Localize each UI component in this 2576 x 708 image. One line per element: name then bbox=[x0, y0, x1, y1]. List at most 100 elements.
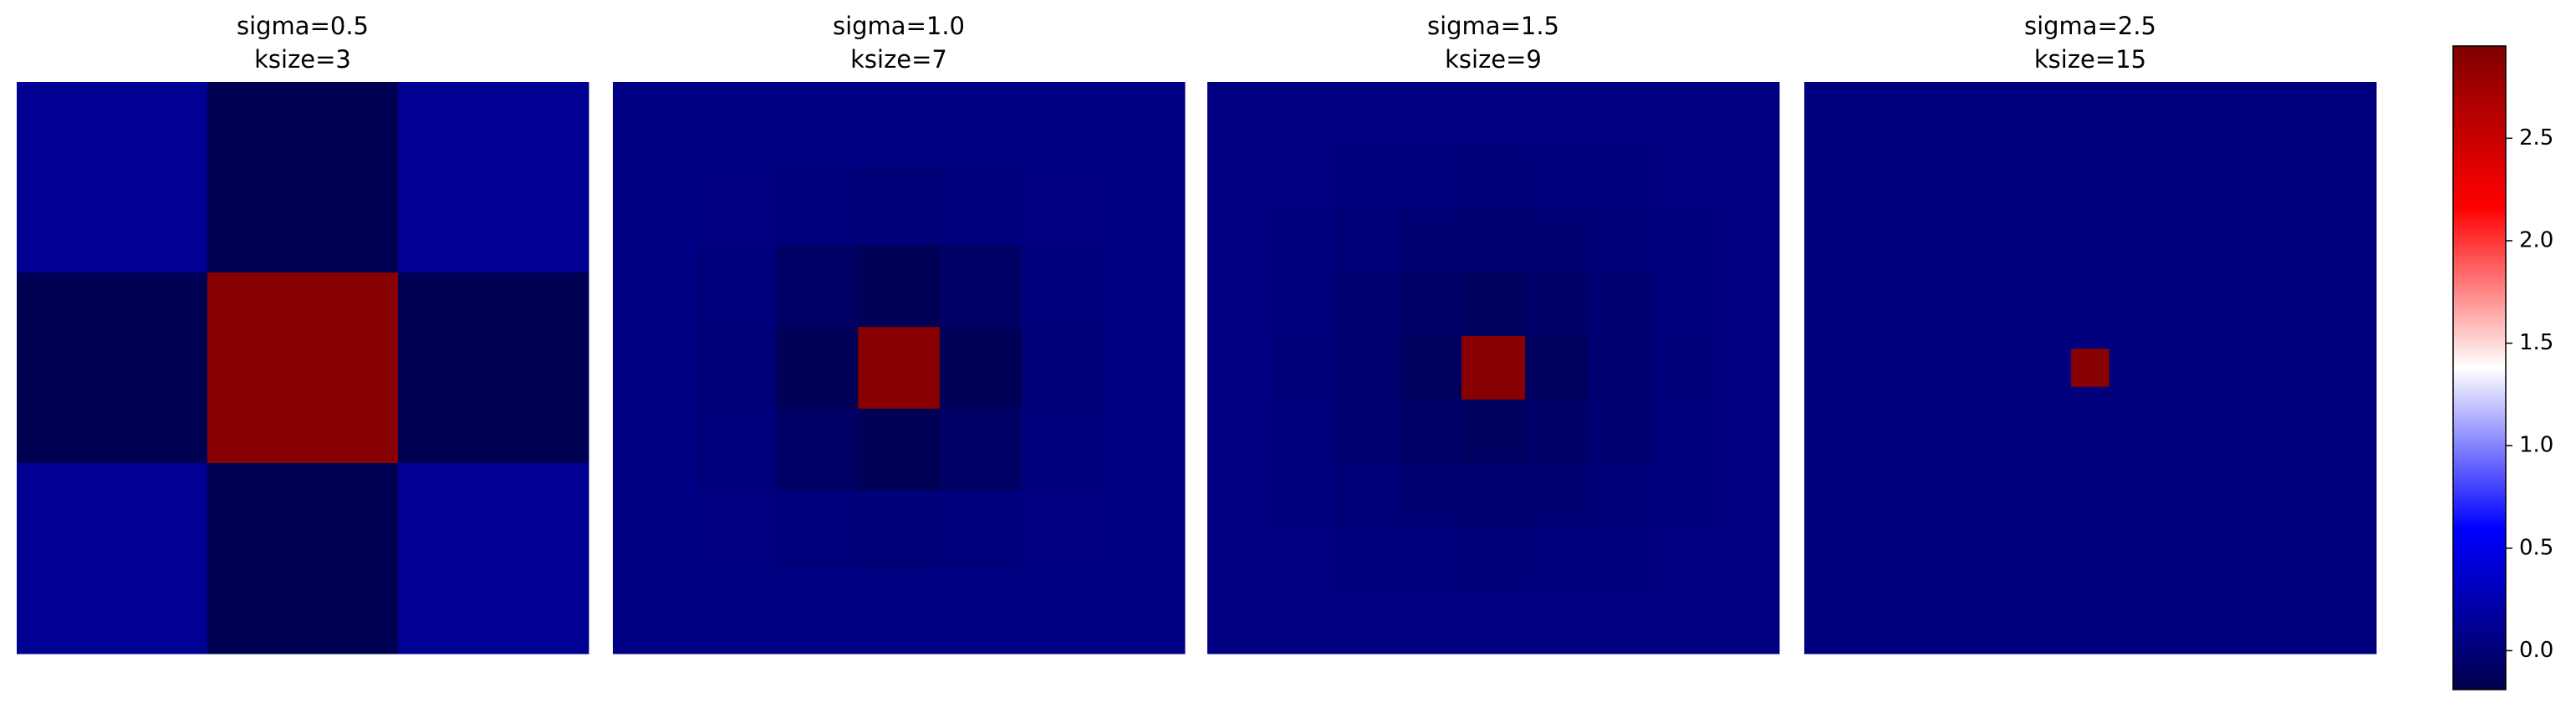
panel-subtitle: ksize=3 bbox=[254, 45, 351, 74]
heatmap-cell bbox=[2299, 501, 2339, 540]
heatmap-cell bbox=[1589, 527, 1653, 591]
heatmap-cell bbox=[694, 408, 777, 492]
heatmap-cell bbox=[2338, 463, 2377, 502]
heatmap-cell bbox=[1271, 145, 1335, 210]
heatmap-cell bbox=[776, 82, 859, 165]
heatmap-cell bbox=[1918, 310, 1957, 349]
heatmap-cell bbox=[1207, 336, 1272, 400]
heatmap-cell bbox=[2033, 425, 2072, 464]
heatmap-cell bbox=[1271, 463, 1335, 527]
heatmap-cell bbox=[1271, 273, 1335, 337]
heatmap-cell bbox=[1525, 527, 1589, 591]
heatmap-cell bbox=[858, 163, 941, 246]
heatmap-cell bbox=[2223, 158, 2262, 197]
heatmap-cell bbox=[1207, 145, 1272, 210]
heatmap-cell bbox=[1334, 527, 1399, 591]
heatmap-cell bbox=[1461, 590, 1526, 655]
heatmap-cell bbox=[858, 572, 941, 655]
heatmap-cell bbox=[2262, 463, 2301, 502]
heatmap-cell bbox=[1956, 425, 1996, 464]
heatmap-cell bbox=[1918, 386, 1957, 425]
heatmap-cell bbox=[1918, 501, 1957, 540]
heatmap-cell bbox=[2299, 82, 2339, 121]
heatmap-cell bbox=[2338, 386, 2377, 425]
heatmap-cell bbox=[1918, 82, 1957, 121]
heatmap-cell bbox=[1842, 386, 1881, 425]
heatmap-cell bbox=[1880, 158, 1920, 197]
panel-title: sigma=1.5 bbox=[1427, 12, 1559, 40]
heatmap-cell bbox=[2299, 120, 2339, 159]
heatmap-cell bbox=[1842, 120, 1881, 159]
heatmap-cell bbox=[1804, 310, 1844, 349]
heatmap-cell bbox=[1103, 490, 1186, 573]
heatmap-cell bbox=[2109, 463, 2148, 502]
heatmap-cell bbox=[2223, 539, 2262, 578]
heatmap-cell bbox=[1398, 82, 1462, 146]
heatmap-cell bbox=[2262, 273, 2301, 312]
heatmap-cell bbox=[2338, 82, 2377, 121]
heatmap-cell bbox=[17, 463, 208, 655]
heatmap-cell bbox=[1334, 336, 1399, 400]
heatmap-cell bbox=[1804, 539, 1844, 578]
heatmap-cell bbox=[1103, 163, 1186, 246]
heatmap-cell bbox=[1525, 590, 1589, 655]
heatmap-cell bbox=[1804, 82, 1844, 121]
heatmap-cell bbox=[2299, 615, 2339, 655]
panel-subtitle: ksize=7 bbox=[850, 45, 947, 74]
heatmap-cell bbox=[2186, 577, 2225, 616]
heatmap-cell bbox=[1918, 234, 1957, 273]
heatmap-cell bbox=[1398, 463, 1462, 527]
heatmap-cell bbox=[1842, 577, 1881, 616]
colorbar-tick-label: 1.5 bbox=[2519, 330, 2553, 355]
heatmap-cell bbox=[1804, 234, 1844, 273]
heatmap-cell bbox=[2186, 386, 2225, 425]
heatmap-cell bbox=[1398, 590, 1462, 655]
heatmap-cell bbox=[2262, 386, 2301, 425]
heatmap-cell bbox=[2186, 196, 2225, 235]
heatmap-cell bbox=[2147, 386, 2186, 425]
heatmap-cell bbox=[2223, 310, 2262, 349]
heatmap-cell bbox=[2299, 386, 2339, 425]
heatmap-cell bbox=[2338, 310, 2377, 349]
heatmap-cell bbox=[694, 572, 777, 655]
heatmap-cell bbox=[2262, 539, 2301, 578]
heatmap-cell bbox=[1995, 577, 2034, 616]
heatmap-cell bbox=[2109, 158, 2148, 197]
heatmap-cell bbox=[2186, 349, 2225, 388]
heatmap-cell bbox=[1461, 82, 1526, 146]
heatmap-cell bbox=[2223, 349, 2262, 388]
heatmap-cell bbox=[1589, 590, 1653, 655]
heatmap-cell bbox=[1207, 527, 1272, 591]
heatmap-cell bbox=[2033, 273, 2072, 312]
panel-subtitle: ksize=15 bbox=[2034, 45, 2146, 74]
colorbar-tick-label: 2.0 bbox=[2519, 227, 2553, 252]
heatmap-cell bbox=[2147, 425, 2186, 464]
heatmap-cell bbox=[2071, 273, 2110, 312]
heatmap-cell bbox=[2186, 273, 2225, 312]
heatmap-cell bbox=[1918, 577, 1957, 616]
heatmap-cell bbox=[1716, 82, 1780, 146]
heatmap-cell bbox=[613, 408, 696, 492]
heatmap-cell bbox=[694, 327, 777, 410]
heatmap-cell bbox=[1103, 572, 1186, 655]
heatmap-cell bbox=[1842, 349, 1881, 388]
heatmap-cell bbox=[776, 408, 859, 492]
heatmap-cell bbox=[1021, 572, 1104, 655]
heatmap-cell bbox=[2262, 577, 2301, 616]
heatmap-cell bbox=[1716, 273, 1780, 337]
heatmap-cell bbox=[2262, 425, 2301, 464]
heatmap-cell bbox=[2338, 615, 2377, 655]
heatmap-cell bbox=[1021, 245, 1104, 328]
heatmap-cell bbox=[1461, 400, 1526, 464]
heatmap-cell bbox=[2071, 196, 2110, 235]
heatmap-cell bbox=[2186, 158, 2225, 197]
colorbar-tick-label: 1.0 bbox=[2519, 433, 2553, 458]
heatmap-cell bbox=[2186, 501, 2225, 540]
heatmap-cell bbox=[2147, 615, 2186, 655]
heatmap-cell bbox=[2109, 273, 2148, 312]
heatmap-cell bbox=[2033, 539, 2072, 578]
heatmap-cell bbox=[2033, 577, 2072, 616]
heatmap-cell bbox=[1334, 400, 1399, 464]
heatmap-cell bbox=[2338, 539, 2377, 578]
heatmap-cell bbox=[2109, 349, 2148, 388]
